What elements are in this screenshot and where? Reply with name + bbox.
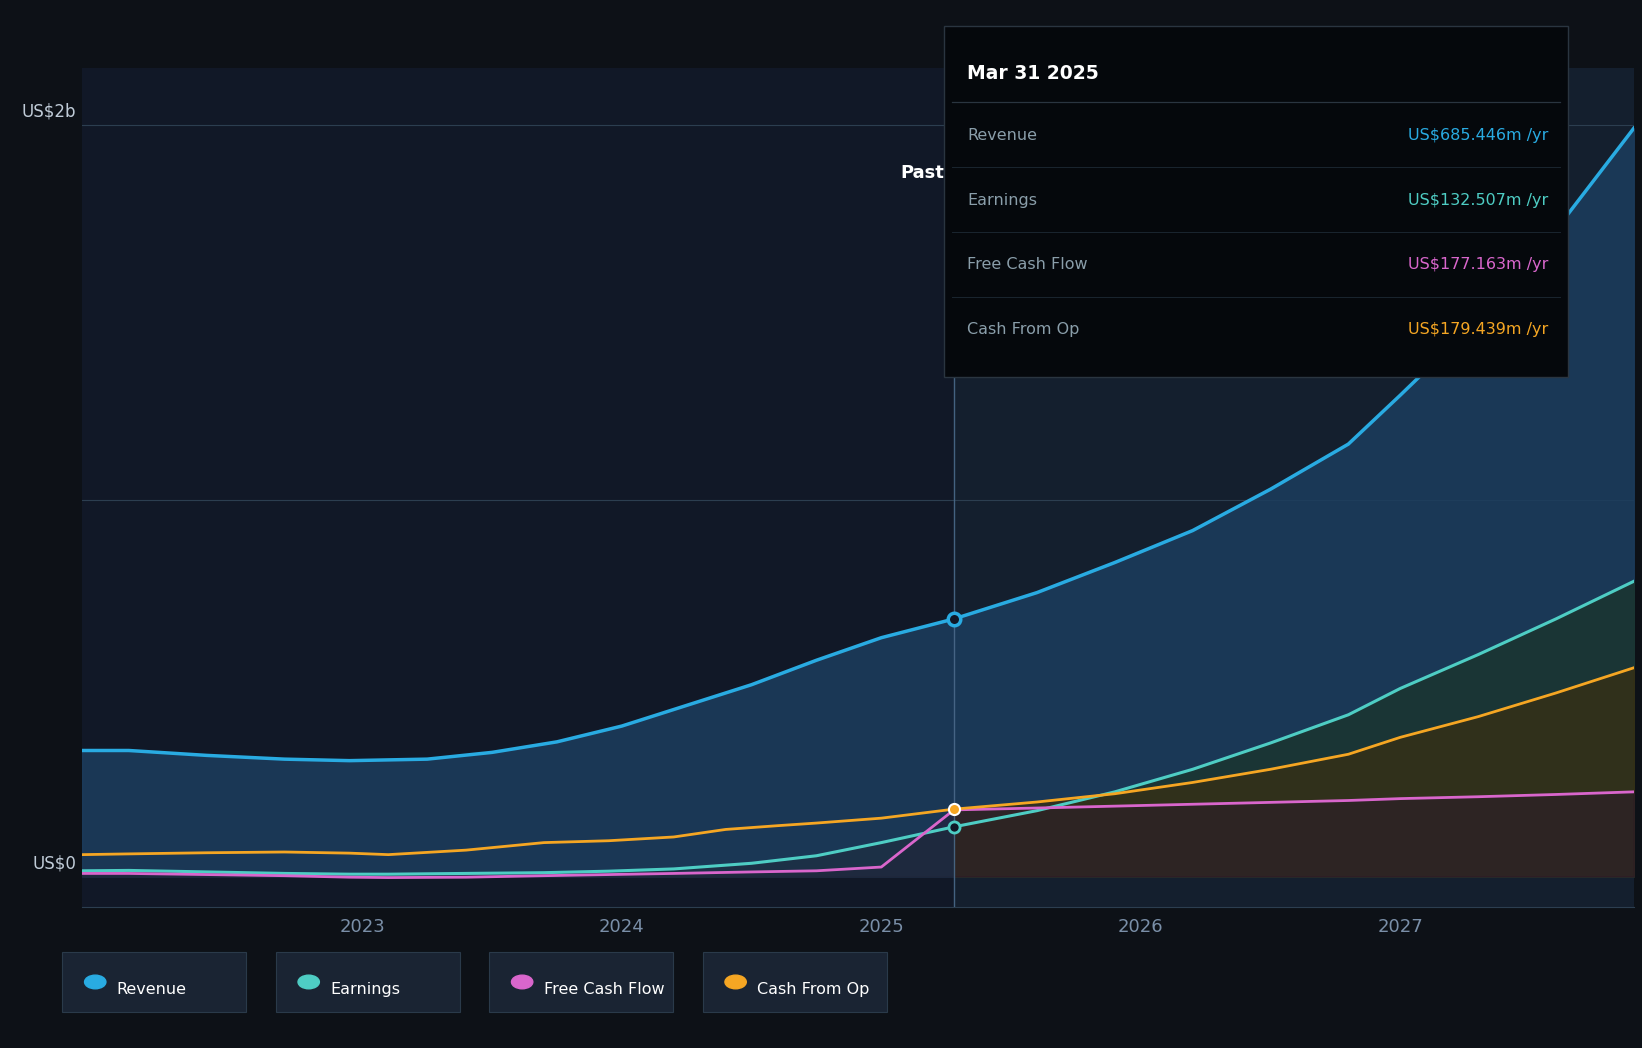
Bar	[82, 68, 954, 907]
Text: US$179.439m /yr: US$179.439m /yr	[1409, 323, 1548, 337]
Text: Revenue: Revenue	[117, 982, 187, 997]
Text: Free Cash Flow: Free Cash Flow	[544, 982, 663, 997]
Text: Earnings: Earnings	[330, 982, 401, 997]
Text: US$0: US$0	[31, 854, 76, 872]
Text: US$177.163m /yr: US$177.163m /yr	[1409, 258, 1548, 272]
Text: Free Cash Flow: Free Cash Flow	[967, 258, 1087, 272]
Text: Earnings: Earnings	[967, 193, 1038, 208]
Text: US$685.446m /yr: US$685.446m /yr	[1409, 128, 1548, 143]
Text: Analysts Forecasts: Analysts Forecasts	[964, 163, 1131, 182]
Bar	[954, 68, 1634, 907]
Text: Cash From Op: Cash From Op	[967, 323, 1079, 337]
Text: Cash From Op: Cash From Op	[757, 982, 869, 997]
Text: Revenue: Revenue	[967, 128, 1038, 143]
Text: Past: Past	[901, 163, 944, 182]
Text: Mar 31 2025: Mar 31 2025	[967, 64, 1098, 83]
Text: US$2b: US$2b	[21, 103, 76, 121]
Text: US$132.507m /yr: US$132.507m /yr	[1409, 193, 1548, 208]
